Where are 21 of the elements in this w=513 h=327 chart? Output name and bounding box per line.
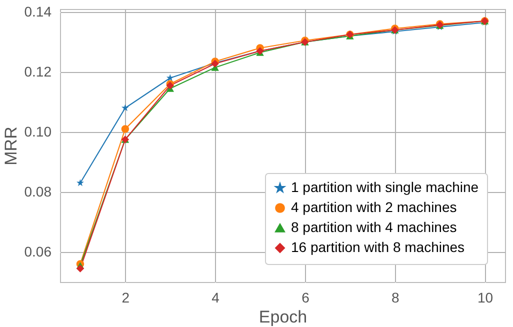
point bbox=[121, 104, 129, 112]
y-tick-label: 0.06 bbox=[24, 244, 52, 260]
legend-label: 16 partition with 8 machines bbox=[291, 239, 465, 255]
x-tick-label: 8 bbox=[391, 290, 400, 306]
point bbox=[166, 74, 174, 82]
legend-label: 8 partition with 4 machines bbox=[291, 219, 457, 235]
x-axis-title: Epoch bbox=[258, 308, 308, 326]
x-tick-label: 4 bbox=[212, 290, 220, 306]
legend-label: 4 partition with 2 machines bbox=[291, 199, 457, 215]
y-axis-title: MRR bbox=[1, 126, 20, 166]
y-tick-label: 0.14 bbox=[24, 4, 52, 20]
y-tick-label: 0.10 bbox=[24, 124, 52, 140]
y-tick-label: 0.08 bbox=[24, 184, 52, 200]
point bbox=[121, 125, 130, 133]
x-tick-label: 2 bbox=[122, 290, 130, 306]
point bbox=[76, 179, 84, 186]
x-tick-label: 10 bbox=[477, 290, 494, 306]
point bbox=[76, 264, 84, 272]
legend-label: 1 partition with single machine bbox=[291, 179, 479, 195]
y-tick-label: 0.12 bbox=[24, 64, 52, 80]
x-tick-label: 6 bbox=[302, 290, 310, 306]
